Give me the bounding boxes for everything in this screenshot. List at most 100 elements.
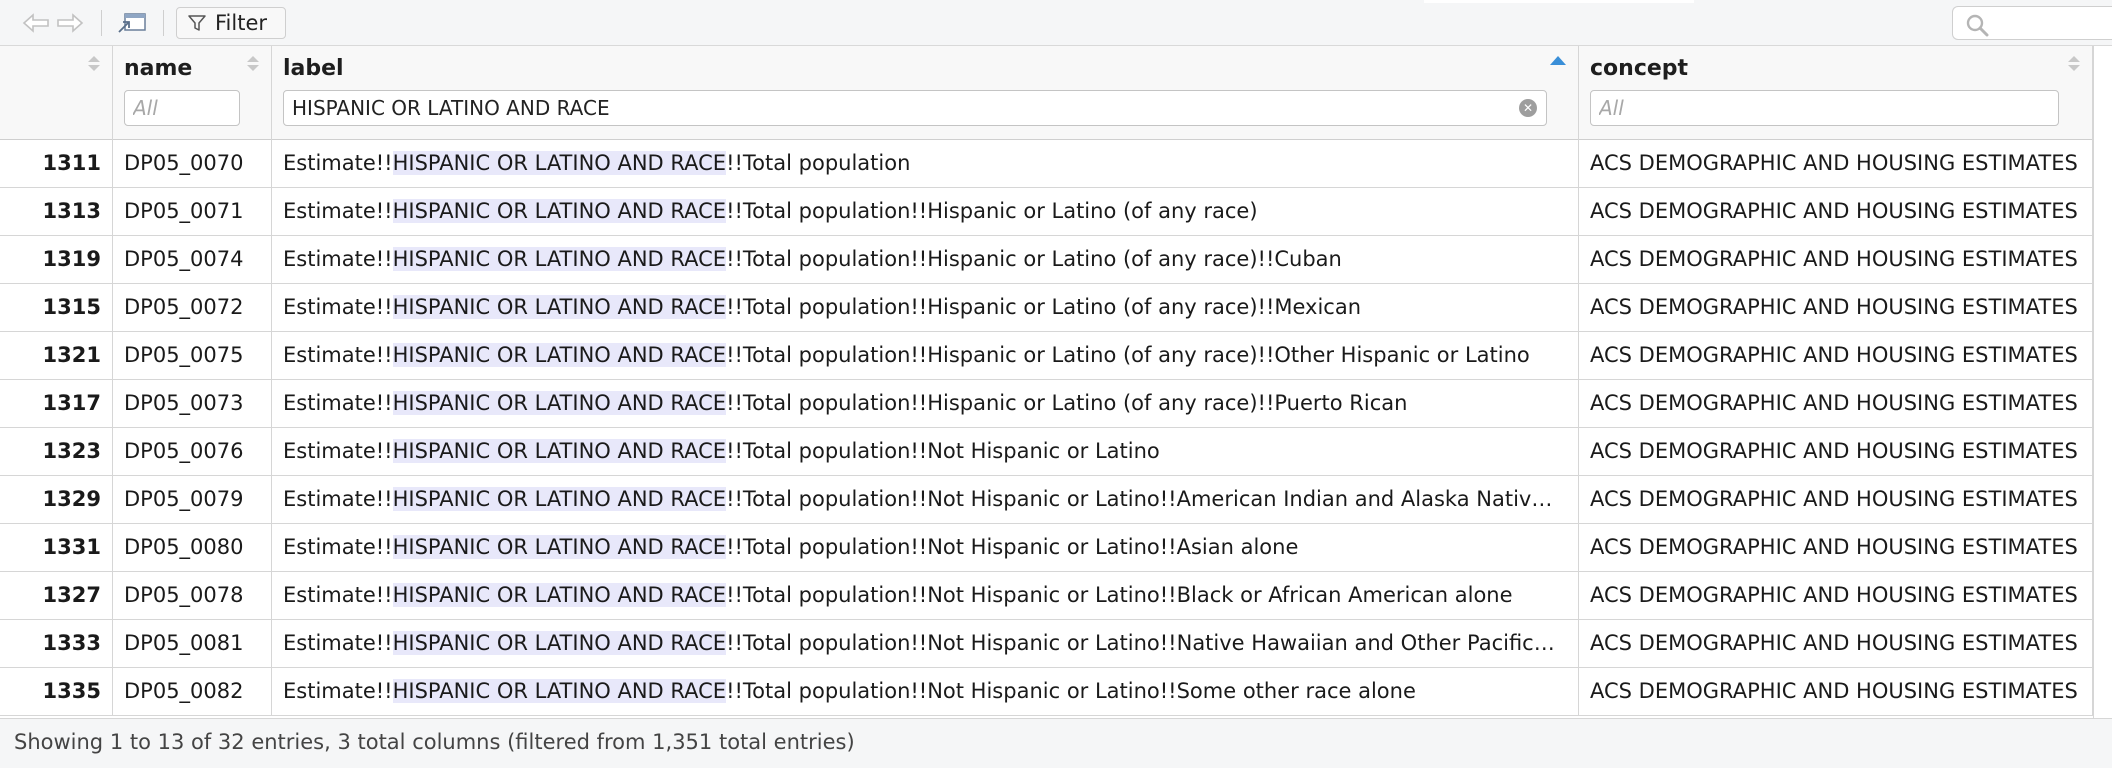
label-cell: Estimate!!HISPANIC OR LATINO AND RACE!!T… [272, 140, 1579, 187]
concept-cell: ACS DEMOGRAPHIC AND HOUSING ESTIMATES [1579, 668, 2093, 715]
popout-button[interactable] [114, 10, 150, 36]
concept-cell: ACS DEMOGRAPHIC AND HOUSING ESTIMATES [1579, 380, 2093, 427]
label-prefix: Estimate!! [283, 487, 393, 511]
name-cell: DP05_0079 [113, 476, 272, 523]
label-filter-input[interactable] [283, 90, 1547, 126]
table-row[interactable]: 1321 DP05_0075 Estimate!!HISPANIC OR LAT… [0, 332, 2112, 380]
label-prefix: Estimate!! [283, 391, 393, 415]
right-edge-gutter [2093, 46, 2112, 718]
table-row[interactable]: 1315 DP05_0072 Estimate!!HISPANIC OR LAT… [0, 284, 2112, 332]
label-cell: Estimate!!HISPANIC OR LATINO AND RACE!!T… [272, 668, 1579, 715]
row-index: 1315 [0, 284, 113, 331]
arrow-left-icon [22, 13, 49, 33]
column-header-label[interactable]: label ✕ [272, 46, 1579, 140]
sort-indicator[interactable] [247, 56, 259, 71]
label-prefix: Estimate!! [283, 151, 393, 175]
table-row[interactable]: 1327 DP05_0078 Estimate!!HISPANIC OR LAT… [0, 572, 2112, 620]
table-row[interactable]: 1319 DP05_0074 Estimate!!HISPANIC OR LAT… [0, 236, 2112, 284]
search-match-highlight: HISPANIC OR LATINO AND RACE [392, 439, 727, 463]
name-cell: DP05_0073 [113, 380, 272, 427]
label-rest: !!Total population!!Not Hispanic or Lati… [726, 631, 1555, 655]
label-prefix: Estimate!! [283, 295, 393, 319]
table-row[interactable]: 1323 DP05_0076 Estimate!!HISPANIC OR LAT… [0, 428, 2112, 476]
label-rest: !!Total population [726, 151, 911, 175]
label-prefix: Estimate!! [283, 199, 393, 223]
label-cell: Estimate!!HISPANIC OR LATINO AND RACE!!T… [272, 524, 1579, 571]
label-prefix: Estimate!! [283, 679, 393, 703]
row-index: 1331 [0, 524, 113, 571]
filter-button[interactable]: Filter [176, 7, 286, 39]
name-cell: DP05_0078 [113, 572, 272, 619]
name-cell: DP05_0070 [113, 140, 272, 187]
label-rest: !!Total population!!Not Hispanic or Lati… [726, 583, 1513, 607]
label-cell: Estimate!!HISPANIC OR LATINO AND RACE!!T… [272, 284, 1579, 331]
label-prefix: Estimate!! [283, 535, 393, 559]
funnel-icon [188, 15, 206, 31]
search-match-highlight: HISPANIC OR LATINO AND RACE [392, 247, 727, 271]
concept-filter-input[interactable] [1590, 90, 2059, 126]
label-cell: Estimate!!HISPANIC OR LATINO AND RACE!!T… [272, 620, 1579, 667]
arrow-right-icon [57, 13, 84, 33]
name-cell: DP05_0072 [113, 284, 272, 331]
label-cell: Estimate!!HISPANIC OR LATINO AND RACE!!T… [272, 476, 1579, 523]
concept-cell: ACS DEMOGRAPHIC AND HOUSING ESTIMATES [1579, 284, 2093, 331]
table-status-footer: Showing 1 to 13 of 32 entries, 3 total c… [0, 718, 2112, 768]
popout-window-icon [118, 13, 146, 33]
search-match-highlight: HISPANIC OR LATINO AND RACE [392, 583, 727, 607]
label-cell: Estimate!!HISPANIC OR LATINO AND RACE!!T… [272, 188, 1579, 235]
concept-cell: ACS DEMOGRAPHIC AND HOUSING ESTIMATES [1579, 428, 2093, 475]
label-rest: !!Total population!!Hispanic or Latino (… [726, 295, 1362, 319]
concept-cell: ACS DEMOGRAPHIC AND HOUSING ESTIMATES [1579, 188, 2093, 235]
name-filter-input[interactable] [124, 90, 240, 126]
search-input[interactable] [1952, 6, 2112, 40]
name-cell: DP05_0075 [113, 332, 272, 379]
toolbar-divider [1424, 0, 1694, 3]
name-cell: DP05_0081 [113, 620, 272, 667]
table-header: name label ✕ concept [0, 46, 2112, 140]
label-prefix: Estimate!! [283, 631, 393, 655]
search-match-highlight: HISPANIC OR LATINO AND RACE [392, 679, 727, 703]
search-match-highlight: HISPANIC OR LATINO AND RACE [392, 535, 727, 559]
column-header-name[interactable]: name [113, 46, 272, 140]
sort-indicator[interactable] [2068, 56, 2080, 71]
label-prefix: Estimate!! [283, 343, 393, 367]
row-index: 1317 [0, 380, 113, 427]
column-header-concept[interactable]: concept [1579, 46, 2093, 140]
row-index: 1335 [0, 668, 113, 715]
label-rest: !!Total population!!Hispanic or Latino (… [726, 199, 1258, 223]
concept-cell: ACS DEMOGRAPHIC AND HOUSING ESTIMATES [1579, 524, 2093, 571]
concept-cell: ACS DEMOGRAPHIC AND HOUSING ESTIMATES [1579, 236, 2093, 283]
back-button[interactable] [20, 10, 52, 36]
label-cell: Estimate!!HISPANIC OR LATINO AND RACE!!T… [272, 332, 1579, 379]
table-row[interactable]: 1311 DP05_0070 Estimate!!HISPANIC OR LAT… [0, 140, 2112, 188]
label-rest: !!Total population!!Not Hispanic or Lati… [726, 535, 1299, 559]
label-rest: !!Total population!!Not Hispanic or Lati… [726, 487, 1553, 511]
label-cell: Estimate!!HISPANIC OR LATINO AND RACE!!T… [272, 572, 1579, 619]
row-index: 1323 [0, 428, 113, 475]
table-row[interactable]: 1333 DP05_0081 Estimate!!HISPANIC OR LAT… [0, 620, 2112, 668]
name-cell: DP05_0082 [113, 668, 272, 715]
search-match-highlight: HISPANIC OR LATINO AND RACE [392, 631, 727, 655]
clear-filter-icon[interactable]: ✕ [1519, 99, 1537, 117]
toolbar-separator [163, 10, 164, 36]
table-row[interactable]: 1335 DP05_0082 Estimate!!HISPANIC OR LAT… [0, 668, 2112, 716]
sort-indicator[interactable] [88, 56, 100, 71]
sort-ascending-icon[interactable] [1550, 56, 1566, 65]
label-prefix: Estimate!! [283, 439, 393, 463]
row-index: 1313 [0, 188, 113, 235]
label-rest: !!Total population!!Not Hispanic or Lati… [726, 439, 1160, 463]
column-header-index[interactable] [0, 46, 113, 140]
search-match-highlight: HISPANIC OR LATINO AND RACE [392, 487, 727, 511]
name-cell: DP05_0071 [113, 188, 272, 235]
table-row[interactable]: 1331 DP05_0080 Estimate!!HISPANIC OR LAT… [0, 524, 2112, 572]
concept-cell: ACS DEMOGRAPHIC AND HOUSING ESTIMATES [1579, 476, 2093, 523]
entries-summary: Showing 1 to 13 of 32 entries, 3 total c… [14, 730, 855, 754]
table-row[interactable]: 1329 DP05_0079 Estimate!!HISPANIC OR LAT… [0, 476, 2112, 524]
forward-button[interactable] [54, 10, 86, 36]
name-cell: DP05_0074 [113, 236, 272, 283]
table-row[interactable]: 1317 DP05_0073 Estimate!!HISPANIC OR LAT… [0, 380, 2112, 428]
table-row[interactable]: 1313 DP05_0071 Estimate!!HISPANIC OR LAT… [0, 188, 2112, 236]
search-match-highlight: HISPANIC OR LATINO AND RACE [392, 391, 727, 415]
label-cell: Estimate!!HISPANIC OR LATINO AND RACE!!T… [272, 428, 1579, 475]
row-index: 1311 [0, 140, 113, 187]
